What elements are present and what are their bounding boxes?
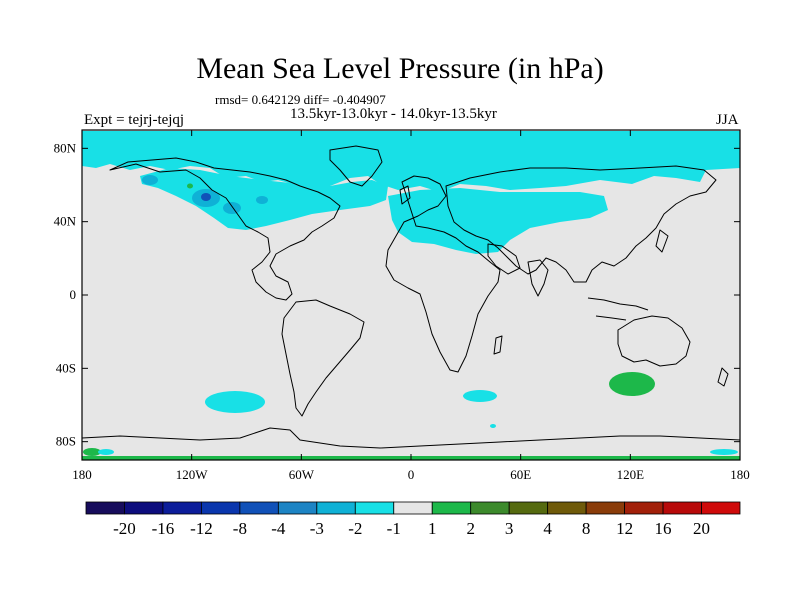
colorbar-swatch <box>162 501 202 515</box>
colorbar-swatch <box>431 501 472 515</box>
colorbar-label: -8 <box>233 519 247 538</box>
strong-negative-spot <box>256 196 268 204</box>
colorbar-swatch <box>277 501 318 515</box>
colorbar-swatch <box>354 501 395 515</box>
antarctic-negative-anomaly <box>710 449 738 455</box>
colorbar-swatch <box>624 501 664 515</box>
colorbar-label: -2 <box>348 519 362 538</box>
lat-label: 40S <box>56 360 76 375</box>
madagascar-coast <box>493 335 503 355</box>
colorbar-swatch <box>701 501 741 515</box>
colorbar-label: -16 <box>152 519 175 538</box>
lon-label: 180 <box>72 467 92 482</box>
colorbar-swatch <box>124 501 164 515</box>
greenland-coast <box>329 145 383 187</box>
colorbar-label: -12 <box>190 519 213 538</box>
new-zealand-coast <box>717 367 729 387</box>
season-label: JJA <box>716 112 739 128</box>
colorbar-swatch <box>393 501 433 515</box>
colorbar-label: 12 <box>616 519 633 538</box>
colorbar-label: 20 <box>693 519 710 538</box>
map-panel: 80N 40N 0 40S 80S 180 120W 60W 0 60E 120E 180 <box>54 129 750 482</box>
lat-label: 40N <box>54 214 77 229</box>
positive-spot <box>187 183 193 189</box>
latitude-ticks: 80N 40N 0 40S 80S <box>54 140 740 449</box>
colorbar-label: -20 <box>113 519 136 538</box>
colorbar-label: -4 <box>271 519 286 538</box>
lat-label: 80N <box>54 140 77 155</box>
colorbar-label: -3 <box>310 519 324 538</box>
colorbar-label: 3 <box>505 519 514 538</box>
europe-africa-coast <box>385 175 501 373</box>
colorbar-swatch <box>201 501 241 515</box>
strong-negative-spot <box>223 202 241 214</box>
lon-label: 60E <box>510 467 531 482</box>
colorbar-swatch <box>85 501 125 515</box>
antarctic-negative-anomaly <box>98 449 114 455</box>
lon-label: 120E <box>617 467 645 482</box>
lon-label: 180 <box>730 467 750 482</box>
colorbar-label: 2 <box>466 519 475 538</box>
experiment-label: Expt = tejrj-tejqj <box>84 112 185 128</box>
colorbar-swatch <box>662 501 702 515</box>
colorbar-swatch <box>316 501 356 515</box>
stats-line: rmsd= 0.642129 diff= -0.404907 <box>215 92 386 107</box>
asia-coast <box>445 165 717 283</box>
india-coast <box>527 259 549 297</box>
antarctic-positive-anomaly <box>83 448 101 456</box>
longitude-ticks: 180 120W 60W 0 60E 120E 180 <box>72 130 750 482</box>
south-america-coast <box>281 299 365 417</box>
colorbar: -20 -16 -12 -8 -4 -3 -2 -1 1 2 3 4 8 12 16 20 <box>85 501 741 538</box>
lon-label: 60W <box>289 467 315 482</box>
eurasia-negative-anomaly <box>388 188 608 254</box>
japan-coast <box>655 229 669 253</box>
colorbar-swatch <box>585 501 625 515</box>
south-atlantic-negative-anomaly <box>463 390 497 402</box>
small-negative-spot <box>490 424 496 428</box>
strong-negative-spot <box>142 175 158 185</box>
southern-indian-positive-anomaly <box>609 372 655 396</box>
map-title: Mean Sea Level Pressure (in hPa) <box>196 52 604 85</box>
lat-label: 80S <box>56 434 76 449</box>
periods-line: 13.5kyr-13.0kyr - 14.0kyr-13.5kyr <box>290 106 497 122</box>
lat-label: 0 <box>70 287 77 302</box>
colorbar-swatch <box>470 501 510 515</box>
indonesia-coast <box>587 297 649 321</box>
south-pacific-negative-anomaly <box>205 391 265 413</box>
antarctica-coast <box>81 427 741 449</box>
colorbar-swatch <box>508 501 549 515</box>
lon-label: 120W <box>176 467 209 482</box>
very-strong-negative-spot <box>201 193 211 201</box>
lon-label: 0 <box>408 467 415 482</box>
colorbar-label: 8 <box>582 519 591 538</box>
colorbar-label: 16 <box>655 519 672 538</box>
colorbar-label: -1 <box>387 519 401 538</box>
australia-coast <box>617 315 691 367</box>
colorbar-label: 4 <box>543 519 552 538</box>
uk-coast <box>399 185 411 205</box>
north-america-coast <box>109 157 341 301</box>
colorbar-swatch <box>547 501 587 515</box>
arabia-coast <box>487 243 521 275</box>
colorbar-label: 1 <box>428 519 437 538</box>
coastlines <box>81 145 741 449</box>
colorbar-swatch <box>239 501 279 515</box>
arctic-negative-anomaly <box>82 131 740 192</box>
